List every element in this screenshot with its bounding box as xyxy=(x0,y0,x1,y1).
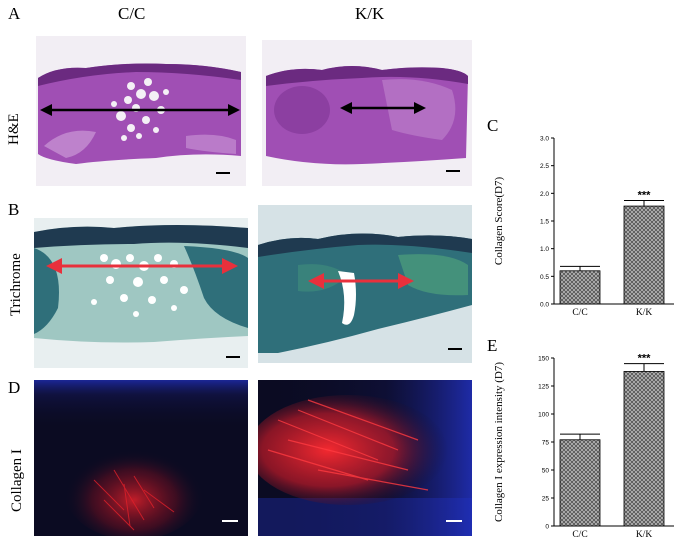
y-tick-label: 0 xyxy=(545,524,549,531)
chart-c: 0.0 0.5 1.0 1.5 2.0 2.5 3.0 Collagen Score(D7) C… xyxy=(484,130,680,330)
x-tick-label: C/C xyxy=(572,530,587,540)
collagen-cc-image xyxy=(34,380,248,536)
y-tick-label: 0.0 xyxy=(540,302,549,309)
x-tick-label: K/K xyxy=(636,530,653,540)
bar xyxy=(623,205,665,305)
scale-bar xyxy=(446,520,462,522)
y-tick-label: 100 xyxy=(538,412,549,419)
panel-label-e: E xyxy=(487,336,498,355)
chart-e: 0 25 50 75 100 125 150 Collagen I expression in… xyxy=(484,350,680,544)
trichrome-cc-image xyxy=(34,218,248,368)
column-label-kk: K/K xyxy=(355,4,385,23)
y-tick-label: 125 xyxy=(538,384,549,391)
row-label-trichrome: Trichrome xyxy=(8,253,24,316)
panel-label-b: B xyxy=(8,200,20,219)
scale-bar xyxy=(226,356,240,358)
scale-bar xyxy=(222,520,238,522)
bar xyxy=(559,270,601,305)
panel-label-c: C xyxy=(487,116,499,135)
chart-c-svg: 0.0 0.5 1.0 1.5 2.0 2.5 3.0 Collagen Score(D7) C… xyxy=(493,136,674,318)
x-tick-label: K/K xyxy=(636,308,653,318)
row-label-collagen: Collagen I xyxy=(9,449,25,512)
scale-bar xyxy=(446,170,460,172)
x-tick-label: C/C xyxy=(572,308,587,318)
y-tick-label: 75 xyxy=(542,440,550,447)
trichrome-kk-image xyxy=(258,205,472,363)
y-tick-label: 1.5 xyxy=(540,219,549,226)
y-axis-label: Collagen I expression intensity (D7) xyxy=(493,362,505,522)
y-axis-label: Collagen Score(D7) xyxy=(493,177,505,266)
bar xyxy=(623,371,665,527)
column-label-cc: C/C xyxy=(118,4,146,23)
y-tick-label: 1.0 xyxy=(540,246,549,253)
row-label-he: H&E xyxy=(6,113,22,145)
scale-bar xyxy=(216,172,230,174)
y-tick-label: 25 xyxy=(542,496,550,503)
chart-e-svg: 0 25 50 75 100 125 150 Collagen I expression in… xyxy=(493,353,674,540)
he-kk-image xyxy=(262,40,472,186)
panel-label-a: A xyxy=(8,4,21,23)
y-tick-label: 0.5 xyxy=(540,274,549,281)
bar xyxy=(559,439,601,527)
y-tick-label: 2.0 xyxy=(540,191,549,198)
y-tick-label: 50 xyxy=(542,468,550,475)
collagen-kk-image xyxy=(258,380,472,536)
significance-label: *** xyxy=(638,353,652,365)
panel-label-d: D xyxy=(8,378,21,397)
he-cc-image xyxy=(36,36,246,186)
scale-bar xyxy=(448,348,462,350)
significance-label: *** xyxy=(638,190,652,202)
y-tick-label: 3.0 xyxy=(540,136,549,143)
y-tick-label: 150 xyxy=(538,356,549,363)
y-tick-label: 2.5 xyxy=(540,163,549,170)
